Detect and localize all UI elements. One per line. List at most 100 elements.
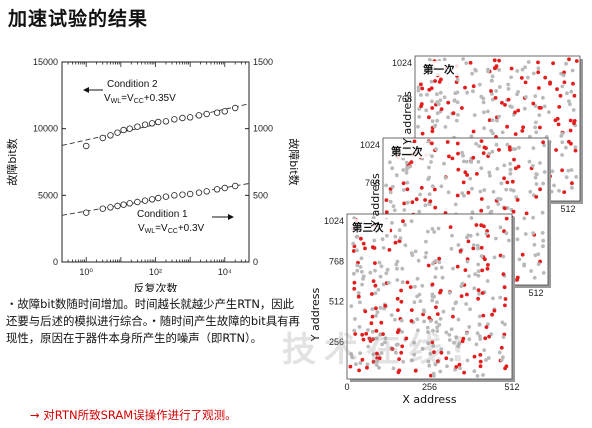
data-point-0 [213,109,221,116]
data-point-0 [203,110,210,118]
bit-dot [428,352,433,356]
bit-dot [523,65,527,70]
bit-dot [541,95,545,100]
fail-bit-dot [396,370,401,375]
fail-bit-dot [419,82,423,87]
fail-bit-dot [476,296,480,301]
fail-bit-dot [555,116,560,121]
bit-dot [455,100,460,105]
formula-part: V [138,223,145,234]
bit-dot [501,355,505,360]
bit-dot [484,358,488,362]
data-point-1 [213,186,221,193]
bit-dot [503,322,507,327]
bit-dot [416,328,420,333]
fail-bit-dot [359,236,363,241]
bullet-text: ・故障bit数随时间增加。时间越长就越少产生RTN，因此还要与后述的模拟进行综合… [6,297,300,345]
bit-dot [350,355,354,360]
bit-dot [429,79,434,84]
fail-bit-dot [387,248,392,252]
bit-dot [430,298,435,303]
fail-bit-dot [512,157,516,162]
fail-bit-dot [455,193,460,198]
bit-dot [495,166,500,171]
y-axis-label-right: 故障bit数 [287,138,300,185]
legend-condition-1: Condition 1 [137,209,188,220]
fail-bit-dot [475,172,479,176]
bit-dot [532,275,537,280]
bit-dot [399,318,404,323]
bit-dot [404,160,409,165]
bit-dot [427,165,431,170]
bit-dot [481,100,486,105]
bit-dot [426,359,431,364]
bit-dot [403,243,408,248]
bit-dot [393,234,398,239]
bit-dot [425,325,430,330]
fail-bit-dot [516,108,521,113]
fail-bit-dot [538,187,542,192]
bit-dot [442,57,447,62]
fail-bit-dot [555,87,559,91]
bit-dot [405,167,409,172]
fail-bit-dot [463,85,467,90]
bit-dot [400,330,404,334]
bit-dot [375,310,380,315]
bit-dot [377,260,382,265]
bit-dot [467,274,471,278]
bit-dot [435,329,440,333]
y-tick-label-right: 0 [253,257,258,267]
bit-dot [560,84,565,89]
bit-dot [415,317,420,322]
bit-dot [564,145,568,150]
bit-dot [423,255,428,259]
fail-bit-dot [513,110,517,115]
bit-dot [536,252,541,256]
bit-dot [574,175,579,179]
fail-bit-dot [455,141,460,146]
bit-dot [419,93,423,97]
bit-dot [435,325,440,330]
formula-part: CC [168,228,178,235]
bit-dot [474,142,478,146]
bit-dot [464,302,469,306]
fail-bit-dot [455,264,460,269]
fail-bit-dot [456,167,461,172]
fail-bit-dot [348,364,353,369]
formula-part: +0.35V [144,93,176,104]
fail-bit-dot [460,339,465,344]
bit-dot [418,192,422,197]
bit-dot [377,365,381,370]
bit-dot [538,161,542,165]
bit-dot [451,266,455,271]
bit-dot [413,249,418,254]
fail-bit-dot [399,350,404,355]
bit-dot [389,313,394,317]
fail-bit-dot [462,370,466,375]
bit-dot [482,348,487,352]
fail-bit-dot [479,139,484,144]
bit-dot [561,73,566,78]
fail-bit-dot [365,365,369,370]
bit-dot [541,238,546,243]
data-point-1 [126,200,133,207]
fail-bit-dot [430,282,435,287]
fail-bit-dot [487,118,492,122]
fail-bit-dot [405,187,410,192]
fail-bit-dot [497,58,501,63]
bit-dot [418,299,423,303]
bit-dot [353,317,357,321]
bit-dot [488,173,492,178]
bit-dot [508,104,513,109]
fail-bit-dot [430,141,434,146]
fail-bit-dot [432,350,436,355]
bit-dot [490,97,495,102]
bit-dot [439,265,444,270]
fail-bit-dot [468,60,473,65]
bit-dot [354,234,359,239]
bit-dot [533,94,538,98]
bit-dot [420,283,425,288]
bit-dot [412,352,417,357]
bit-dot [569,168,574,172]
bit-dot [565,91,569,96]
